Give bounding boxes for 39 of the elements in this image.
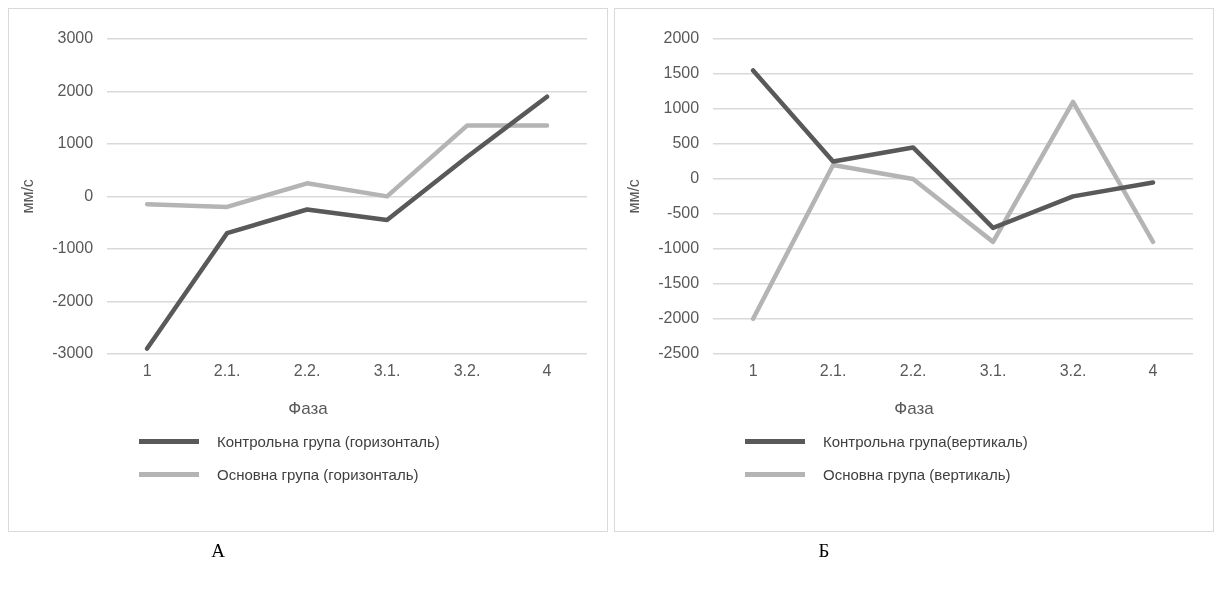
y-tick-label: -500 (667, 204, 700, 222)
y-tick-label: 2000 (663, 29, 700, 47)
legend-label: Контрольна група (горизонталь) (217, 433, 440, 450)
y-tick-label: -2000 (658, 309, 700, 327)
x-tick-label: 2.2. (899, 361, 927, 379)
x-tick-label: 4 (1148, 361, 1158, 379)
y-tick-label: -2000 (52, 291, 94, 309)
y-tick-label: 2000 (57, 81, 94, 99)
x-tick-label: 1 (142, 361, 152, 379)
y-tick-label: 1000 (663, 99, 700, 117)
x-axis-title: Фаза (287, 399, 329, 419)
y-tick-label: 0 (690, 169, 700, 187)
y-tick-label: 1500 (663, 64, 700, 82)
legend-label: Основна група (горизонталь) (217, 466, 419, 483)
x-axis-title: Фаза (893, 399, 935, 419)
y-tick-label: -2500 (658, 344, 700, 362)
text: Б (817, 540, 831, 562)
x-tick-label: 3.1. (373, 361, 401, 379)
x-tick-label: 2.1. (819, 361, 847, 379)
legend-label: Основна група (вертикаль) (823, 466, 1011, 483)
x-tick-label: 2.1. (213, 361, 241, 379)
x-tick-label: 3.1. (979, 361, 1007, 379)
y-tick-label: -1000 (658, 239, 700, 257)
x-tick-label: 3.2. (453, 361, 481, 379)
x-tick-label: 3.2. (1059, 361, 1087, 379)
y-tick-label: 1000 (57, 134, 94, 152)
text: А (210, 540, 226, 562)
y-tick-label: -1000 (52, 239, 94, 257)
y-axis-title: мм/с (625, 179, 643, 214)
x-tick-label: 4 (542, 361, 552, 379)
x-tick-label: 1 (748, 361, 758, 379)
y-tick-label: -3000 (52, 344, 94, 362)
y-tick-label: 3000 (57, 29, 94, 47)
legend-label: Контрольна група(вертикаль) (823, 433, 1028, 450)
x-tick-label: 2.2. (293, 361, 321, 379)
y-axis-title: мм/с (19, 179, 37, 214)
y-tick-label: 0 (84, 186, 94, 204)
y-tick-label: 500 (672, 134, 700, 152)
y-tick-label: -1500 (658, 274, 700, 292)
